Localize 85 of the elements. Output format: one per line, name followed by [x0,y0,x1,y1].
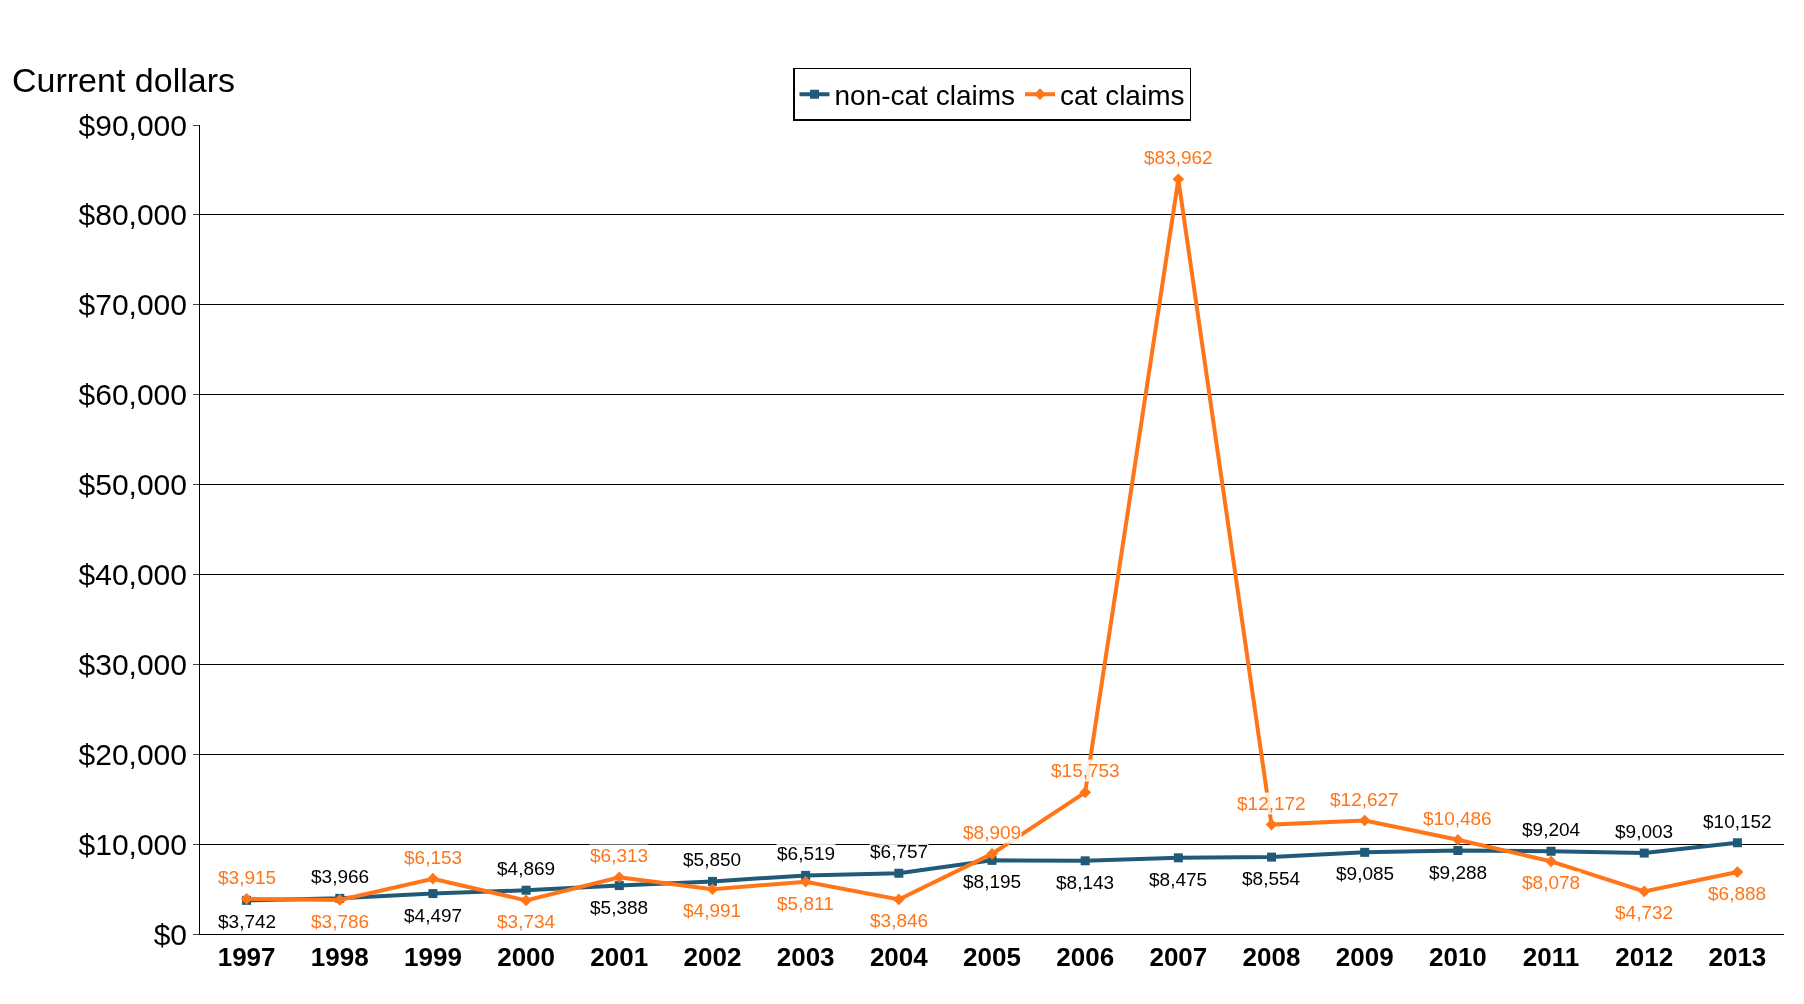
data-label: $6,757 [870,841,929,862]
point [1732,838,1742,848]
data-label: $8,143 [1056,872,1115,893]
point [1360,847,1370,857]
data-label: $4,991 [683,900,742,921]
data-label: $4,869 [497,858,556,879]
point [427,872,439,885]
x-tick-label: 2006 [1056,942,1115,973]
point [521,885,531,895]
y-tick-label: $10,000 [78,827,187,861]
y-tick-label: $40,000 [78,557,187,591]
data-label: $9,288 [1429,862,1488,883]
point [1173,853,1183,863]
y-tick-label: $90,000 [78,108,187,142]
data-label: $3,966 [311,866,370,887]
data-label: $8,195 [963,871,1022,892]
point [892,893,905,906]
x-tick-label: 2003 [776,942,835,973]
data-label: $9,085 [1336,863,1395,884]
x-tick-label: 2010 [1428,942,1487,973]
data-label: $12,172 [1237,793,1306,814]
x-tick-label: 2001 [590,942,649,973]
data-label: $8,078 [1522,872,1581,893]
point [1452,833,1464,846]
point [1731,866,1744,878]
data-label: $6,313 [590,845,649,866]
x-tick-label: 2007 [1149,942,1208,973]
point [1079,786,1092,799]
data-label: $4,497 [404,905,463,926]
x-tick-label: 2002 [683,942,742,973]
data-label: $6,519 [777,843,836,864]
point [1545,855,1557,868]
y-tick-label: $50,000 [78,468,187,502]
y-tick-label: $60,000 [78,378,187,412]
y-tick-label: $0 [153,917,187,951]
point [614,881,624,891]
data-label: $9,003 [1615,821,1674,842]
y-tick-label: $70,000 [78,288,187,322]
point [1639,848,1649,858]
x-tick-label: 2008 [1242,942,1301,973]
x-tick-label: 2000 [497,942,556,973]
point [1546,846,1556,856]
data-label: $8,909 [963,822,1022,843]
x-tick-label: 1999 [404,942,462,973]
y-tick-label: $80,000 [78,198,187,232]
legend-label: cat claims [1060,80,1185,112]
data-label: $5,811 [777,893,834,914]
point [1267,852,1277,862]
data-label: $5,850 [683,849,742,870]
x-tick-label: 1998 [310,942,369,973]
x-tick-label: 2012 [1615,942,1674,973]
data-label: $3,915 [218,867,277,888]
data-label: $10,152 [1703,811,1772,832]
data-label: $12,627 [1330,789,1399,810]
x-tick-label: 2004 [869,942,929,973]
point [894,868,904,878]
data-label: $8,554 [1242,868,1301,889]
point [1080,856,1090,866]
point [520,894,532,907]
x-tick-label: 2009 [1335,942,1394,973]
point [428,889,438,899]
point [1638,885,1651,898]
data-label: $9,204 [1522,819,1581,840]
x-tick-label: 2005 [963,942,1021,973]
data-label: $3,786 [311,911,370,932]
legend-label: non-cat claims [834,80,1016,112]
x-tick-label: 2013 [1708,942,1767,973]
data-label: $3,734 [497,911,556,932]
x-tick-label: 2011 [1522,942,1580,973]
point [706,883,719,895]
data-label: $4,732 [1615,902,1674,923]
point [1453,846,1463,856]
y-tick-label: $20,000 [78,737,187,771]
data-label: $15,753 [1051,760,1120,781]
data-label: $8,475 [1149,869,1208,890]
data-label: $10,486 [1423,808,1492,829]
y-axis-title: Current dollars [12,61,235,99]
y-tick-label: $30,000 [78,647,187,681]
data-label: $6,888 [1708,883,1767,904]
data-label: $5,388 [590,897,649,918]
data-label: $3,846 [870,910,929,931]
x-tick-label: 1997 [217,942,276,973]
data-label: $6,153 [404,847,463,868]
data-label: $3,742 [218,911,277,932]
data-label: $83,962 [1144,147,1213,168]
